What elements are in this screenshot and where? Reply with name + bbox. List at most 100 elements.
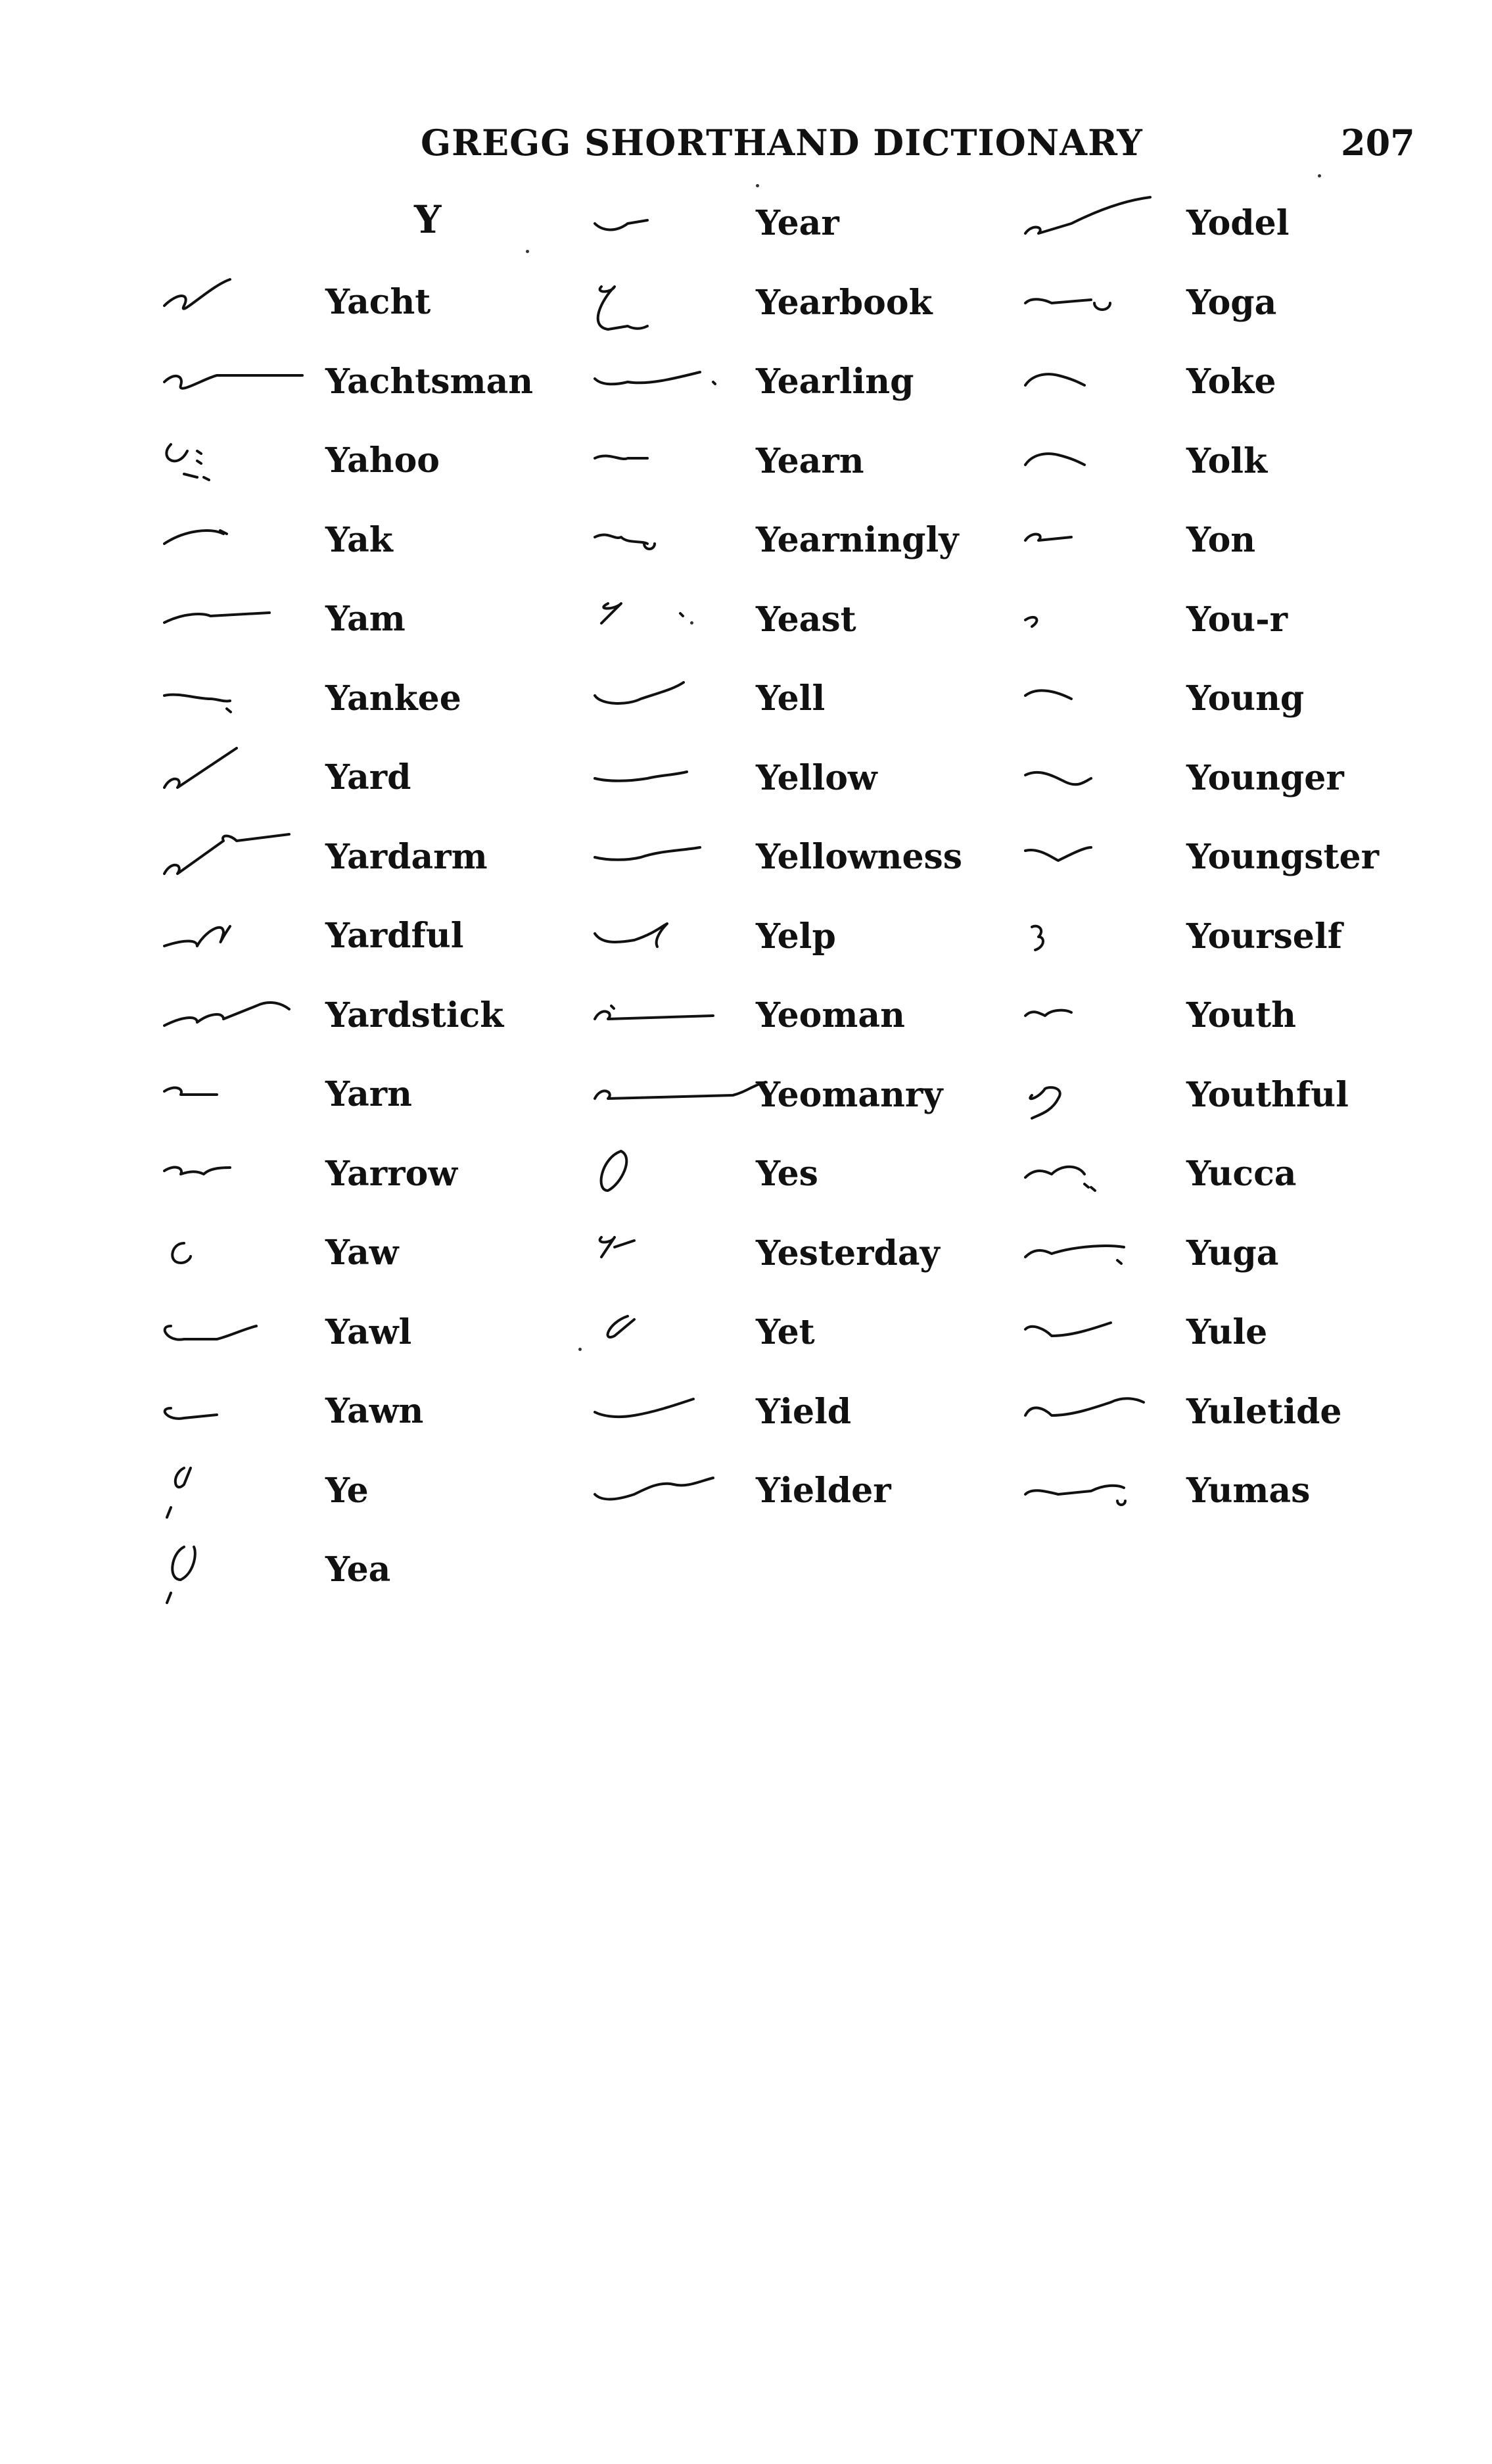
shorthand-outline-icon: [1019, 1138, 1177, 1204]
dictionary-entry: Yarrow: [158, 1138, 631, 1204]
shorthand-outline-icon: [1019, 901, 1177, 966]
shorthand-outline-icon: [1019, 346, 1177, 412]
dictionary-entry: You-r: [1019, 584, 1492, 650]
shorthand-outline-icon: [158, 1296, 315, 1362]
dictionary-entry: Yellowness: [588, 821, 1061, 887]
dictionary-entry: Youth: [1019, 980, 1492, 1045]
dictionary-entry: Yodel: [1019, 187, 1492, 253]
entry-word: Yesterday: [756, 1233, 940, 1273]
entry-word: Year: [756, 203, 839, 243]
dictionary-entry: Yawn: [158, 1375, 631, 1441]
shorthand-outline-icon: [158, 504, 315, 570]
entry-word: Yoga: [1186, 283, 1277, 323]
shorthand-outline-icon: [158, 346, 315, 412]
shorthand-outline-icon: [588, 1455, 746, 1521]
shorthand-outline-icon: [1019, 584, 1177, 650]
shorthand-outline-icon: [158, 1058, 315, 1124]
dictionary-entry: Yolk: [1019, 425, 1492, 491]
dictionary-entry: Yearbook: [588, 267, 1061, 333]
entry-word: Yam: [325, 599, 406, 639]
dictionary-entry: Yuletide: [1019, 1376, 1492, 1442]
shorthand-outline-icon: [588, 1138, 746, 1204]
entry-word: Yardful: [325, 916, 464, 956]
dictionary-entry: Yelp: [588, 901, 1061, 966]
entry-word: Ye: [325, 1471, 369, 1511]
dictionary-entry: Yardarm: [158, 821, 631, 887]
dictionary-entry: Yawl: [158, 1296, 631, 1362]
entry-word: Yea: [325, 1550, 391, 1590]
dictionary-entry: Yearn: [588, 425, 1061, 491]
entry-word: Yahoo: [325, 440, 440, 481]
dictionary-entry: Yield: [588, 1376, 1061, 1442]
shorthand-outline-icon: [588, 425, 746, 491]
shorthand-outline-icon: [588, 267, 746, 333]
entry-word: Yelp: [756, 916, 836, 957]
entry-word: Yourself: [1186, 916, 1342, 957]
shorthand-outline-icon: [158, 266, 315, 332]
entry-word: Yardarm: [325, 837, 488, 877]
entry-word: Yucca: [1186, 1154, 1297, 1194]
dictionary-entry: Yon: [1019, 504, 1492, 570]
dictionary-entry: Yearling: [588, 346, 1061, 412]
dictionary-entry: Yeoman: [588, 980, 1061, 1045]
shorthand-outline-icon: [588, 1296, 746, 1362]
entry-word: Yodel: [1186, 203, 1290, 243]
shorthand-outline-icon: [158, 1217, 315, 1283]
shorthand-outline-icon: [588, 663, 746, 728]
dictionary-entry: Yumas: [1019, 1455, 1492, 1521]
entry-word: Yard: [325, 757, 411, 797]
entry-word: Yearling: [756, 362, 914, 402]
entry-word: Yule: [1186, 1312, 1268, 1352]
dictionary-entry: Yardstick: [158, 980, 631, 1045]
entry-word: Yes: [756, 1154, 818, 1194]
dictionary-entry: Yahoo: [158, 425, 631, 490]
entry-word: Yak: [325, 520, 393, 560]
entry-word: Yankee: [325, 678, 461, 719]
entry-word: You-r: [1186, 600, 1288, 640]
dictionary-entry: Year: [588, 187, 1061, 253]
entry-word: Yellowness: [756, 837, 963, 877]
entry-word: Yuletide: [1186, 1392, 1342, 1432]
shorthand-outline-icon: [158, 663, 315, 728]
entry-word: Yielder: [756, 1471, 891, 1511]
entry-word: Youngster: [1186, 837, 1380, 877]
shorthand-outline-icon: [1019, 187, 1177, 253]
shorthand-outline-icon: [158, 742, 315, 807]
entry-word: Yoke: [1186, 362, 1276, 402]
shorthand-outline-icon: [1019, 1455, 1177, 1521]
shorthand-outline-icon: [588, 1059, 767, 1125]
shorthand-outline-icon: [1019, 821, 1177, 887]
dictionary-entry: Yoke: [1019, 346, 1492, 412]
shorthand-outline-icon: [1019, 267, 1177, 333]
shorthand-outline-icon: [588, 901, 746, 966]
entry-word: Yield: [756, 1392, 852, 1432]
shorthand-outline-icon: [1019, 1059, 1177, 1125]
shorthand-outline-icon: [158, 1375, 315, 1441]
dictionary-entry: Youthful: [1019, 1059, 1492, 1125]
entry-word: Yuga: [1186, 1233, 1279, 1273]
entry-word: Yellow: [756, 758, 877, 798]
print-speck: [1318, 174, 1321, 178]
shorthand-outline-icon: [1019, 1296, 1177, 1362]
dictionary-entry: Yacht: [158, 266, 631, 332]
shorthand-outline-icon: [588, 1218, 746, 1283]
entry-word: Yarrow: [325, 1154, 458, 1194]
shorthand-outline-icon: [1019, 504, 1177, 570]
shorthand-outline-icon: [1019, 663, 1177, 728]
shorthand-outline-icon: [1019, 742, 1177, 808]
shorthand-outline-icon: [1019, 425, 1177, 491]
dictionary-entry: Yet: [588, 1296, 1061, 1362]
entry-word: Young: [1186, 678, 1305, 719]
section-letter: Y: [414, 197, 442, 242]
dictionary-entry: Yesterday: [588, 1218, 1061, 1283]
entry-word: Yeoman: [756, 995, 905, 1035]
dictionary-entry: Yellow: [588, 742, 1061, 808]
dictionary-entry: Yeast: [588, 584, 1061, 650]
entry-word: Yawl: [325, 1312, 412, 1352]
print-speck: [578, 1348, 582, 1351]
entry-word: Youthful: [1186, 1075, 1349, 1115]
print-speck: [756, 184, 759, 187]
entry-word: Yon: [1186, 520, 1256, 560]
